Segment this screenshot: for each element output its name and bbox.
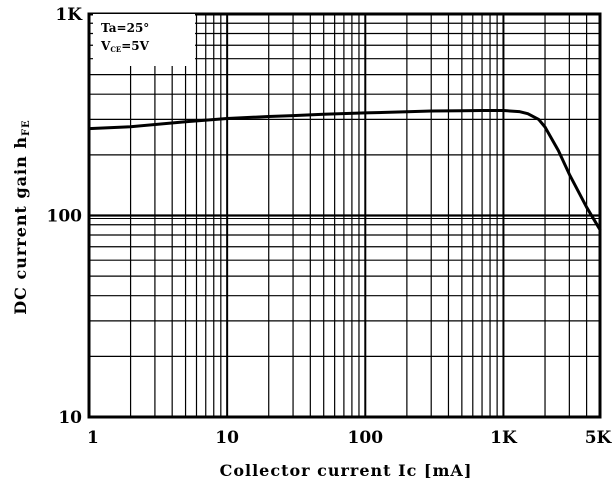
plot-frame [87, 12, 602, 419]
legend-vce-v: V [100, 39, 111, 53]
legend-vce-sub: CE [110, 45, 121, 54]
series-line [87, 109, 602, 232]
x-tick-label: 100 [348, 428, 384, 448]
series-group [87, 109, 602, 232]
x-tick-label: 5K [585, 428, 613, 448]
plot-border [87, 12, 602, 419]
legend-ta: Ta=25° [101, 21, 149, 35]
chart-grid [89, 14, 600, 417]
y-axis-label: DC current gain hFE [11, 119, 32, 314]
x-tick-label: 1 [87, 428, 99, 448]
x-tick-label: 1K [490, 428, 518, 448]
legend-vce: VCE=5V [100, 39, 150, 54]
legend-background [93, 14, 195, 66]
legend-vce-value: =5V [121, 39, 149, 53]
conditions-legend: Ta=25° VCE=5V [93, 14, 195, 66]
y-axis-label-main: DC current gain h [11, 136, 30, 315]
x-tick-labels: 1 10 100 1K 5K [87, 428, 613, 448]
y-tick-label: 10 [58, 408, 82, 428]
y-tick-labels: 10 100 1K [47, 5, 84, 428]
x-axis-label: Collector current Ic [mA] [220, 461, 473, 480]
y-tick-label: 1K [55, 5, 83, 25]
y-tick-label: 100 [47, 207, 83, 227]
y-axis-label-sub: FE [21, 119, 32, 136]
x-tick-label: 10 [215, 428, 239, 448]
